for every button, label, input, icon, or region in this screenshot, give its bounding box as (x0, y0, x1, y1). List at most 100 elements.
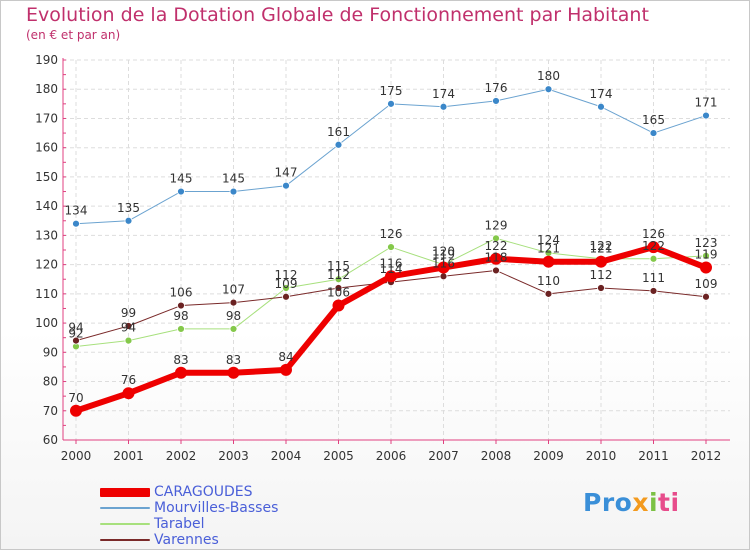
data-label: 145 (222, 172, 245, 186)
data-label: 119 (432, 248, 455, 262)
legend-label: Mourvilles-Basses (154, 500, 279, 516)
data-point (385, 270, 397, 283)
data-point (229, 298, 238, 307)
data-point (544, 85, 553, 94)
data-point (229, 325, 238, 333)
data-label: 112 (327, 268, 350, 282)
data-label: 114 (380, 262, 403, 276)
data-point (544, 289, 553, 298)
data-label: 112 (590, 268, 613, 282)
y-tick-label: 90 (43, 345, 58, 359)
legend-swatch (100, 539, 150, 541)
legend-label: Varennes (154, 532, 219, 548)
data-label: 126 (380, 227, 403, 241)
data-label: 126 (642, 227, 665, 241)
data-point (437, 261, 450, 274)
logo-part: Pro (583, 488, 633, 517)
y-tick-label: 160 (35, 141, 58, 155)
x-tick-label: 2002 (166, 449, 197, 463)
data-point (595, 255, 607, 268)
x-tick-label: 2012 (691, 449, 722, 463)
data-point (177, 187, 185, 196)
data-label: 112 (275, 268, 298, 282)
data-label: 145 (170, 172, 193, 186)
data-point (334, 140, 343, 149)
data-point (280, 363, 292, 376)
data-point (177, 325, 185, 333)
data-label: 134 (65, 204, 88, 218)
data-label: 110 (537, 274, 560, 288)
data-point (597, 284, 605, 292)
y-tick-label: 140 (35, 199, 58, 213)
legend-item-mourvilles-basses[interactable]: Mourvilles-Basses (100, 500, 278, 516)
data-point (122, 387, 135, 400)
data-label: 109 (275, 277, 298, 291)
data-label: 122 (590, 239, 613, 253)
data-point (282, 284, 290, 292)
data-label: 174 (590, 87, 613, 101)
data-point (334, 284, 343, 292)
y-tick-label: 180 (35, 82, 58, 96)
data-label: 175 (380, 84, 403, 98)
data-label: 176 (485, 81, 508, 95)
data-point (70, 404, 82, 417)
y-tick-label: 80 (43, 375, 58, 389)
y-tick-label: 120 (35, 258, 58, 272)
data-label: 94 (68, 321, 83, 335)
legend-item-caragoudes[interactable]: CARAGOUDES (100, 484, 278, 500)
legend-swatch (100, 523, 150, 525)
legend-item-tarabel[interactable]: Tarabel (100, 516, 278, 532)
data-point (124, 322, 133, 330)
data-label: 165 (642, 113, 665, 127)
legend-label: Tarabel (154, 516, 205, 532)
x-tick-label: 2004 (271, 449, 302, 463)
data-label: 107 (222, 283, 245, 297)
data-label: 83 (226, 353, 241, 367)
data-label: 111 (642, 271, 665, 285)
data-point (387, 243, 395, 251)
data-label: 116 (380, 256, 403, 270)
data-label: 98 (226, 309, 241, 323)
data-label: 70 (68, 391, 83, 405)
logo-part: i (648, 488, 659, 517)
legend-item-varennes[interactable]: Varennes (100, 532, 278, 548)
data-point (700, 261, 712, 274)
legend-label: CARAGOUDES (154, 484, 253, 500)
proxiti-logo: Proxiti (583, 488, 680, 517)
x-tick-label: 2011 (638, 449, 669, 463)
data-label: 106 (327, 286, 350, 300)
data-point (492, 266, 500, 275)
x-tick-label: 2006 (376, 449, 407, 463)
chart-subtitle: (en € et par an) (26, 28, 121, 42)
data-label: 122 (642, 239, 665, 253)
data-label: 119 (695, 248, 718, 262)
legend-swatch (100, 507, 150, 509)
data-label: 180 (537, 69, 560, 83)
data-label: 121 (590, 242, 613, 256)
data-label: 120 (432, 245, 455, 259)
y-tick-label: 150 (35, 170, 58, 184)
data-label: 84 (278, 350, 293, 364)
data-label: 115 (327, 259, 350, 273)
data-point (702, 292, 710, 301)
data-label: 116 (432, 256, 455, 270)
data-point (597, 102, 605, 111)
data-point (282, 292, 290, 301)
data-label: 122 (485, 239, 508, 253)
data-point (387, 99, 395, 108)
data-label: 106 (170, 286, 193, 300)
data-point (649, 287, 658, 295)
data-label: 135 (117, 201, 140, 215)
data-point (439, 102, 448, 111)
data-point (647, 241, 660, 254)
data-label: 161 (327, 125, 350, 139)
data-point (282, 181, 290, 190)
logo-part: x (632, 488, 649, 517)
x-tick-label: 2001 (113, 449, 144, 463)
x-tick-label: 2009 (533, 449, 564, 463)
y-tick-label: 70 (43, 404, 58, 418)
x-tick-label: 2000 (61, 449, 92, 463)
data-label: 174 (432, 87, 455, 101)
